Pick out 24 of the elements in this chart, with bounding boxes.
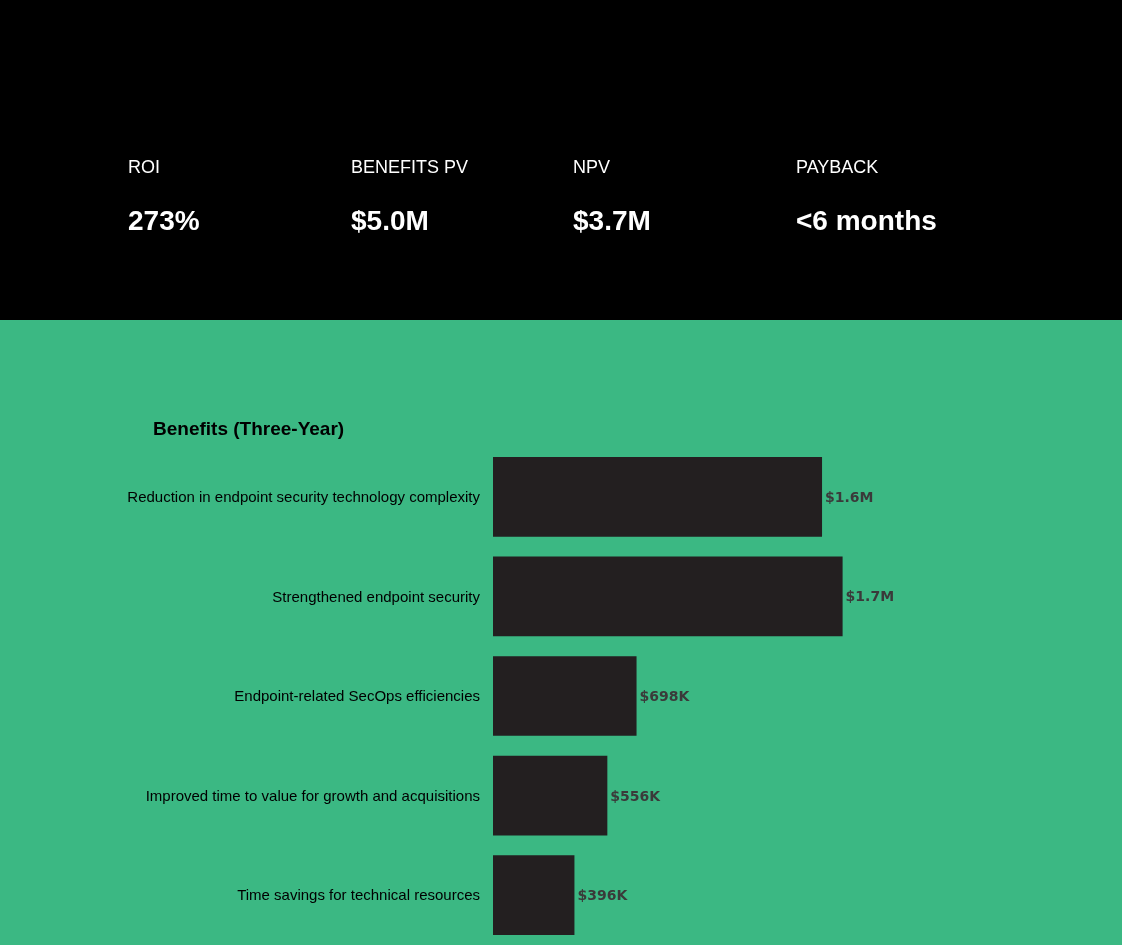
bar	[493, 755, 608, 836]
text: PAYBACK	[796, 157, 879, 177]
text: $5.0M	[351, 205, 429, 236]
bar	[493, 556, 843, 637]
y-tick-label: Reduction in endpoint security technology complexity	[127, 488, 481, 506]
data-label: $1.6M	[825, 488, 874, 505]
text: <6 months	[796, 205, 937, 236]
y-tick-label: Strengthened endpoint security	[272, 587, 481, 605]
data-label: $698K	[639, 688, 691, 704]
text: $3.7M	[573, 205, 651, 236]
text: NPV	[573, 157, 611, 177]
text: Benefits (Three-Year)	[153, 418, 345, 439]
y-tick-label: Endpoint-related SecOps efficiencies	[234, 687, 480, 705]
data-label: $1.7M	[845, 588, 895, 605]
y-tick-label: Time savings for technical resources	[237, 886, 480, 904]
bar	[493, 855, 575, 936]
text: ROI	[128, 157, 161, 177]
data-label: $396K	[577, 887, 629, 904]
text: BENEFITS PV	[351, 157, 469, 177]
y-tick-label: Improved time to value for growth and acquisitions	[145, 786, 480, 804]
text: 273%	[128, 205, 200, 236]
bar	[493, 456, 823, 537]
data-label: $556K	[610, 787, 662, 804]
bar	[493, 656, 637, 736]
